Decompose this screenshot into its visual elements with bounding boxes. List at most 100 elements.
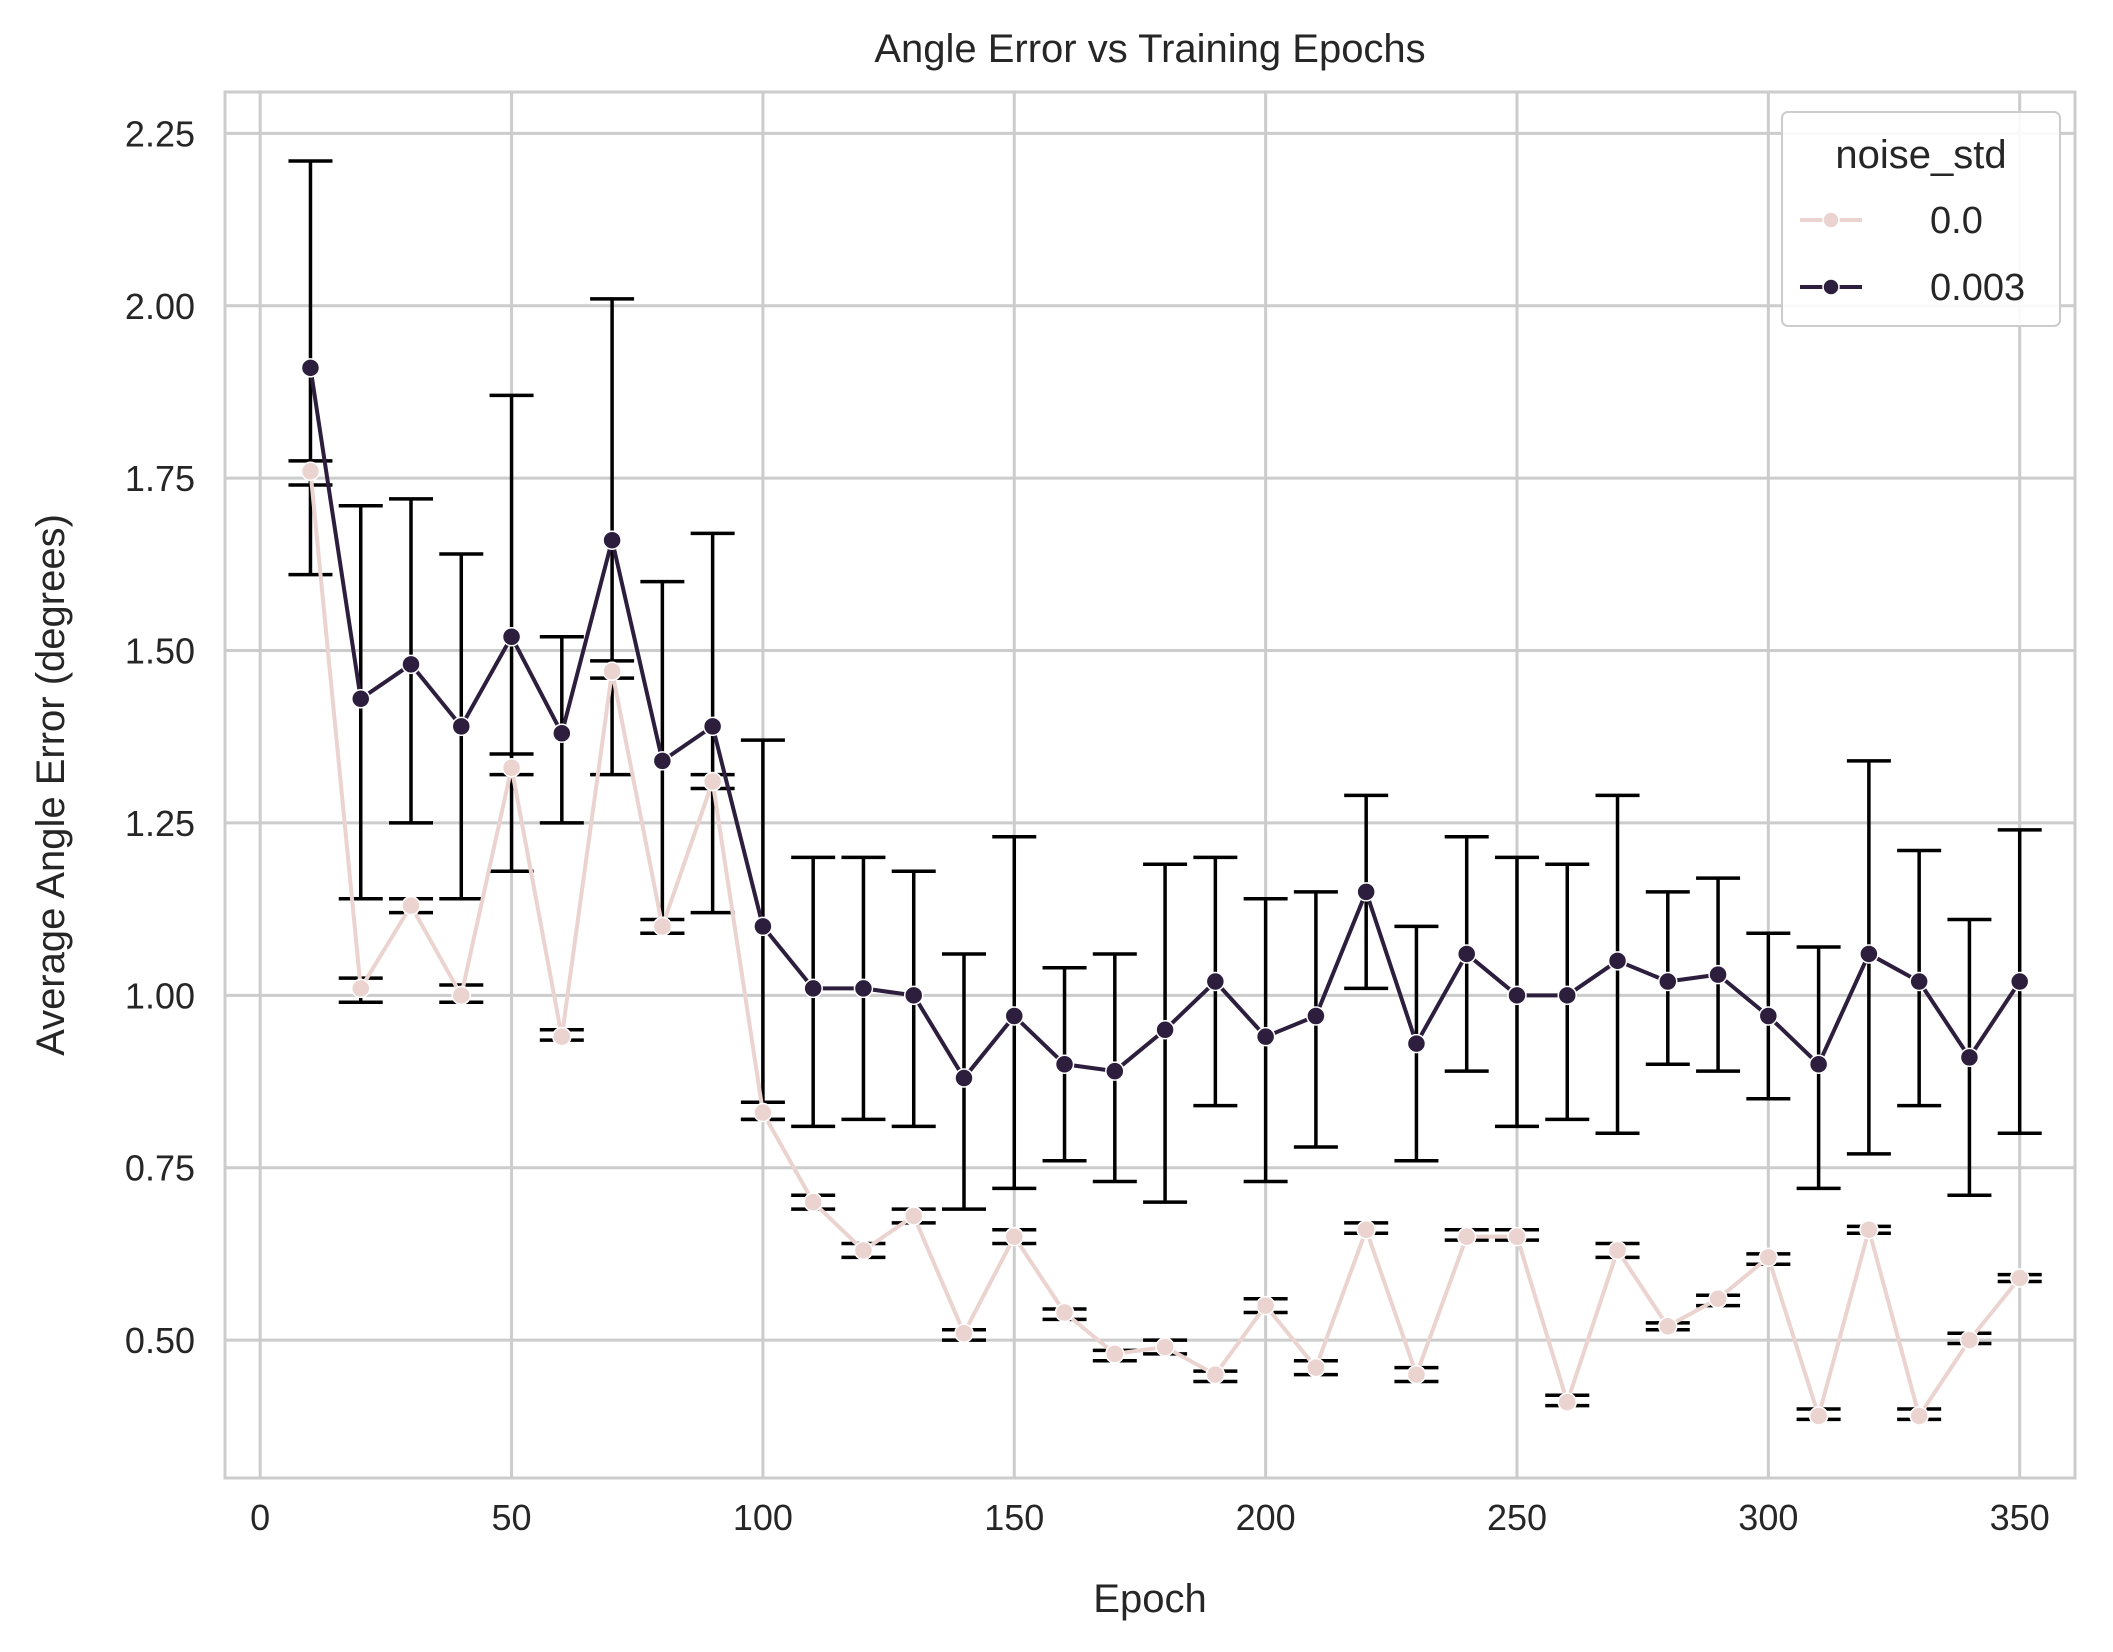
data-point-0 xyxy=(753,1102,773,1123)
plot-background xyxy=(225,92,2075,1478)
legend-label-0: 0.0 xyxy=(1930,200,1983,242)
data-point-0 xyxy=(1959,1330,1980,1350)
legend-box xyxy=(1781,111,2061,327)
data-point-1 xyxy=(1105,1061,1125,1081)
data-point-0 xyxy=(501,758,522,778)
data-point-1 xyxy=(1859,944,1879,964)
x-tick-label: 250 xyxy=(1487,1497,1547,1538)
data-point-0 xyxy=(1758,1247,1779,1268)
data-point-0 xyxy=(1557,1392,1578,1412)
chart-title: Angle Error vs Training Epochs xyxy=(874,27,1425,71)
data-point-0 xyxy=(954,1323,974,1343)
data-point-1 xyxy=(1909,971,1929,992)
data-point-0 xyxy=(1456,1226,1477,1247)
legend-label-1: 0.003 xyxy=(1930,267,2025,309)
data-point-1 xyxy=(1507,985,1527,1006)
data-point-0 xyxy=(903,1206,924,1226)
y-tick-labels: 0.50 0.75 1.00 1.25 1.50 1.75 2.00 2.25 xyxy=(125,113,195,1361)
legend-marker-1 xyxy=(1822,278,1840,296)
data-point-0 xyxy=(552,1026,572,1047)
data-point-0 xyxy=(1054,1302,1075,1323)
data-point-1 xyxy=(451,716,472,737)
data-point-1 xyxy=(954,1068,974,1088)
data-point-0 xyxy=(350,978,371,999)
x-tick-label: 50 xyxy=(492,1497,532,1538)
data-point-1 xyxy=(1054,1054,1075,1075)
data-point-0 xyxy=(1306,1357,1326,1378)
data-point-0 xyxy=(602,661,622,681)
x-tick-labels: 0 50 100 150 200 250 300 350 xyxy=(250,1497,2050,1538)
data-point-1 xyxy=(1306,1006,1326,1026)
data-point-0 xyxy=(853,1240,874,1261)
data-point-0 xyxy=(401,895,421,916)
y-tick-label: 2.00 xyxy=(125,286,195,327)
data-point-1 xyxy=(401,654,421,675)
data-point-1 xyxy=(1808,1054,1829,1075)
data-point-0 xyxy=(1909,1406,1929,1426)
data-point-1 xyxy=(753,916,773,937)
data-point-1 xyxy=(1004,1006,1025,1026)
y-tick-label: 0.75 xyxy=(125,1148,195,1189)
data-point-0 xyxy=(803,1192,823,1212)
data-point-0 xyxy=(1507,1226,1527,1247)
x-axis-label: Epoch xyxy=(1093,1577,1206,1621)
data-point-1 xyxy=(350,689,371,709)
data-point-0 xyxy=(1105,1344,1125,1364)
data-point-1 xyxy=(702,716,723,737)
data-point-1 xyxy=(1255,1026,1276,1047)
y-tick-label: 2.25 xyxy=(125,113,195,154)
x-tick-label: 150 xyxy=(984,1497,1044,1538)
legend-marker-0 xyxy=(1822,211,1840,229)
data-point-1 xyxy=(1708,964,1728,985)
data-point-1 xyxy=(1658,971,1678,992)
data-point-1 xyxy=(2009,971,2030,992)
data-point-1 xyxy=(1607,951,1628,971)
data-point-0 xyxy=(702,771,723,792)
data-point-1 xyxy=(652,751,673,771)
data-point-0 xyxy=(2009,1268,2030,1288)
data-point-0 xyxy=(451,985,472,1006)
data-point-1 xyxy=(903,985,924,1006)
x-tick-label: 350 xyxy=(1990,1497,2050,1538)
data-point-0 xyxy=(1607,1240,1628,1261)
data-point-0 xyxy=(1708,1288,1728,1309)
data-point-1 xyxy=(1155,1020,1175,1040)
data-point-1 xyxy=(1406,1033,1427,1054)
data-point-1 xyxy=(1456,944,1477,964)
data-point-0 xyxy=(1658,1316,1678,1337)
data-point-0 xyxy=(1205,1364,1226,1385)
data-point-1 xyxy=(1959,1047,1980,1068)
data-point-0 xyxy=(300,461,321,482)
data-point-0 xyxy=(1155,1337,1175,1357)
data-point-0 xyxy=(1356,1220,1376,1240)
data-point-1 xyxy=(803,978,823,999)
x-tick-label: 200 xyxy=(1236,1497,1296,1538)
data-point-1 xyxy=(1758,1006,1779,1026)
data-point-1 xyxy=(1557,985,1578,1006)
x-tick-label: 100 xyxy=(733,1497,793,1538)
legend-title: noise_std xyxy=(1835,133,2006,177)
y-tick-label: 1.00 xyxy=(125,975,195,1016)
data-point-0 xyxy=(652,916,673,937)
x-tick-label: 300 xyxy=(1738,1497,1798,1538)
y-tick-label: 0.50 xyxy=(125,1320,195,1361)
data-point-1 xyxy=(602,530,622,550)
y-axis-label: Average Angle Error (degrees) xyxy=(29,514,73,1056)
plot-frame xyxy=(223,90,2077,1480)
data-point-1 xyxy=(300,358,321,378)
data-point-1 xyxy=(501,626,522,647)
data-point-1 xyxy=(552,723,572,744)
data-point-0 xyxy=(1255,1295,1276,1316)
data-point-1 xyxy=(1356,882,1376,902)
data-point-0 xyxy=(1808,1406,1829,1426)
data-point-0 xyxy=(1859,1220,1879,1240)
y-tick-label: 1.75 xyxy=(125,458,195,499)
legend: noise_std 0.0 0.003 xyxy=(1781,111,2061,327)
series-markers xyxy=(300,358,2030,1426)
data-point-0 xyxy=(1004,1226,1025,1247)
y-tick-label: 1.50 xyxy=(125,631,195,672)
data-point-0 xyxy=(1406,1364,1427,1385)
data-point-1 xyxy=(853,978,874,999)
data-point-1 xyxy=(1205,971,1226,992)
